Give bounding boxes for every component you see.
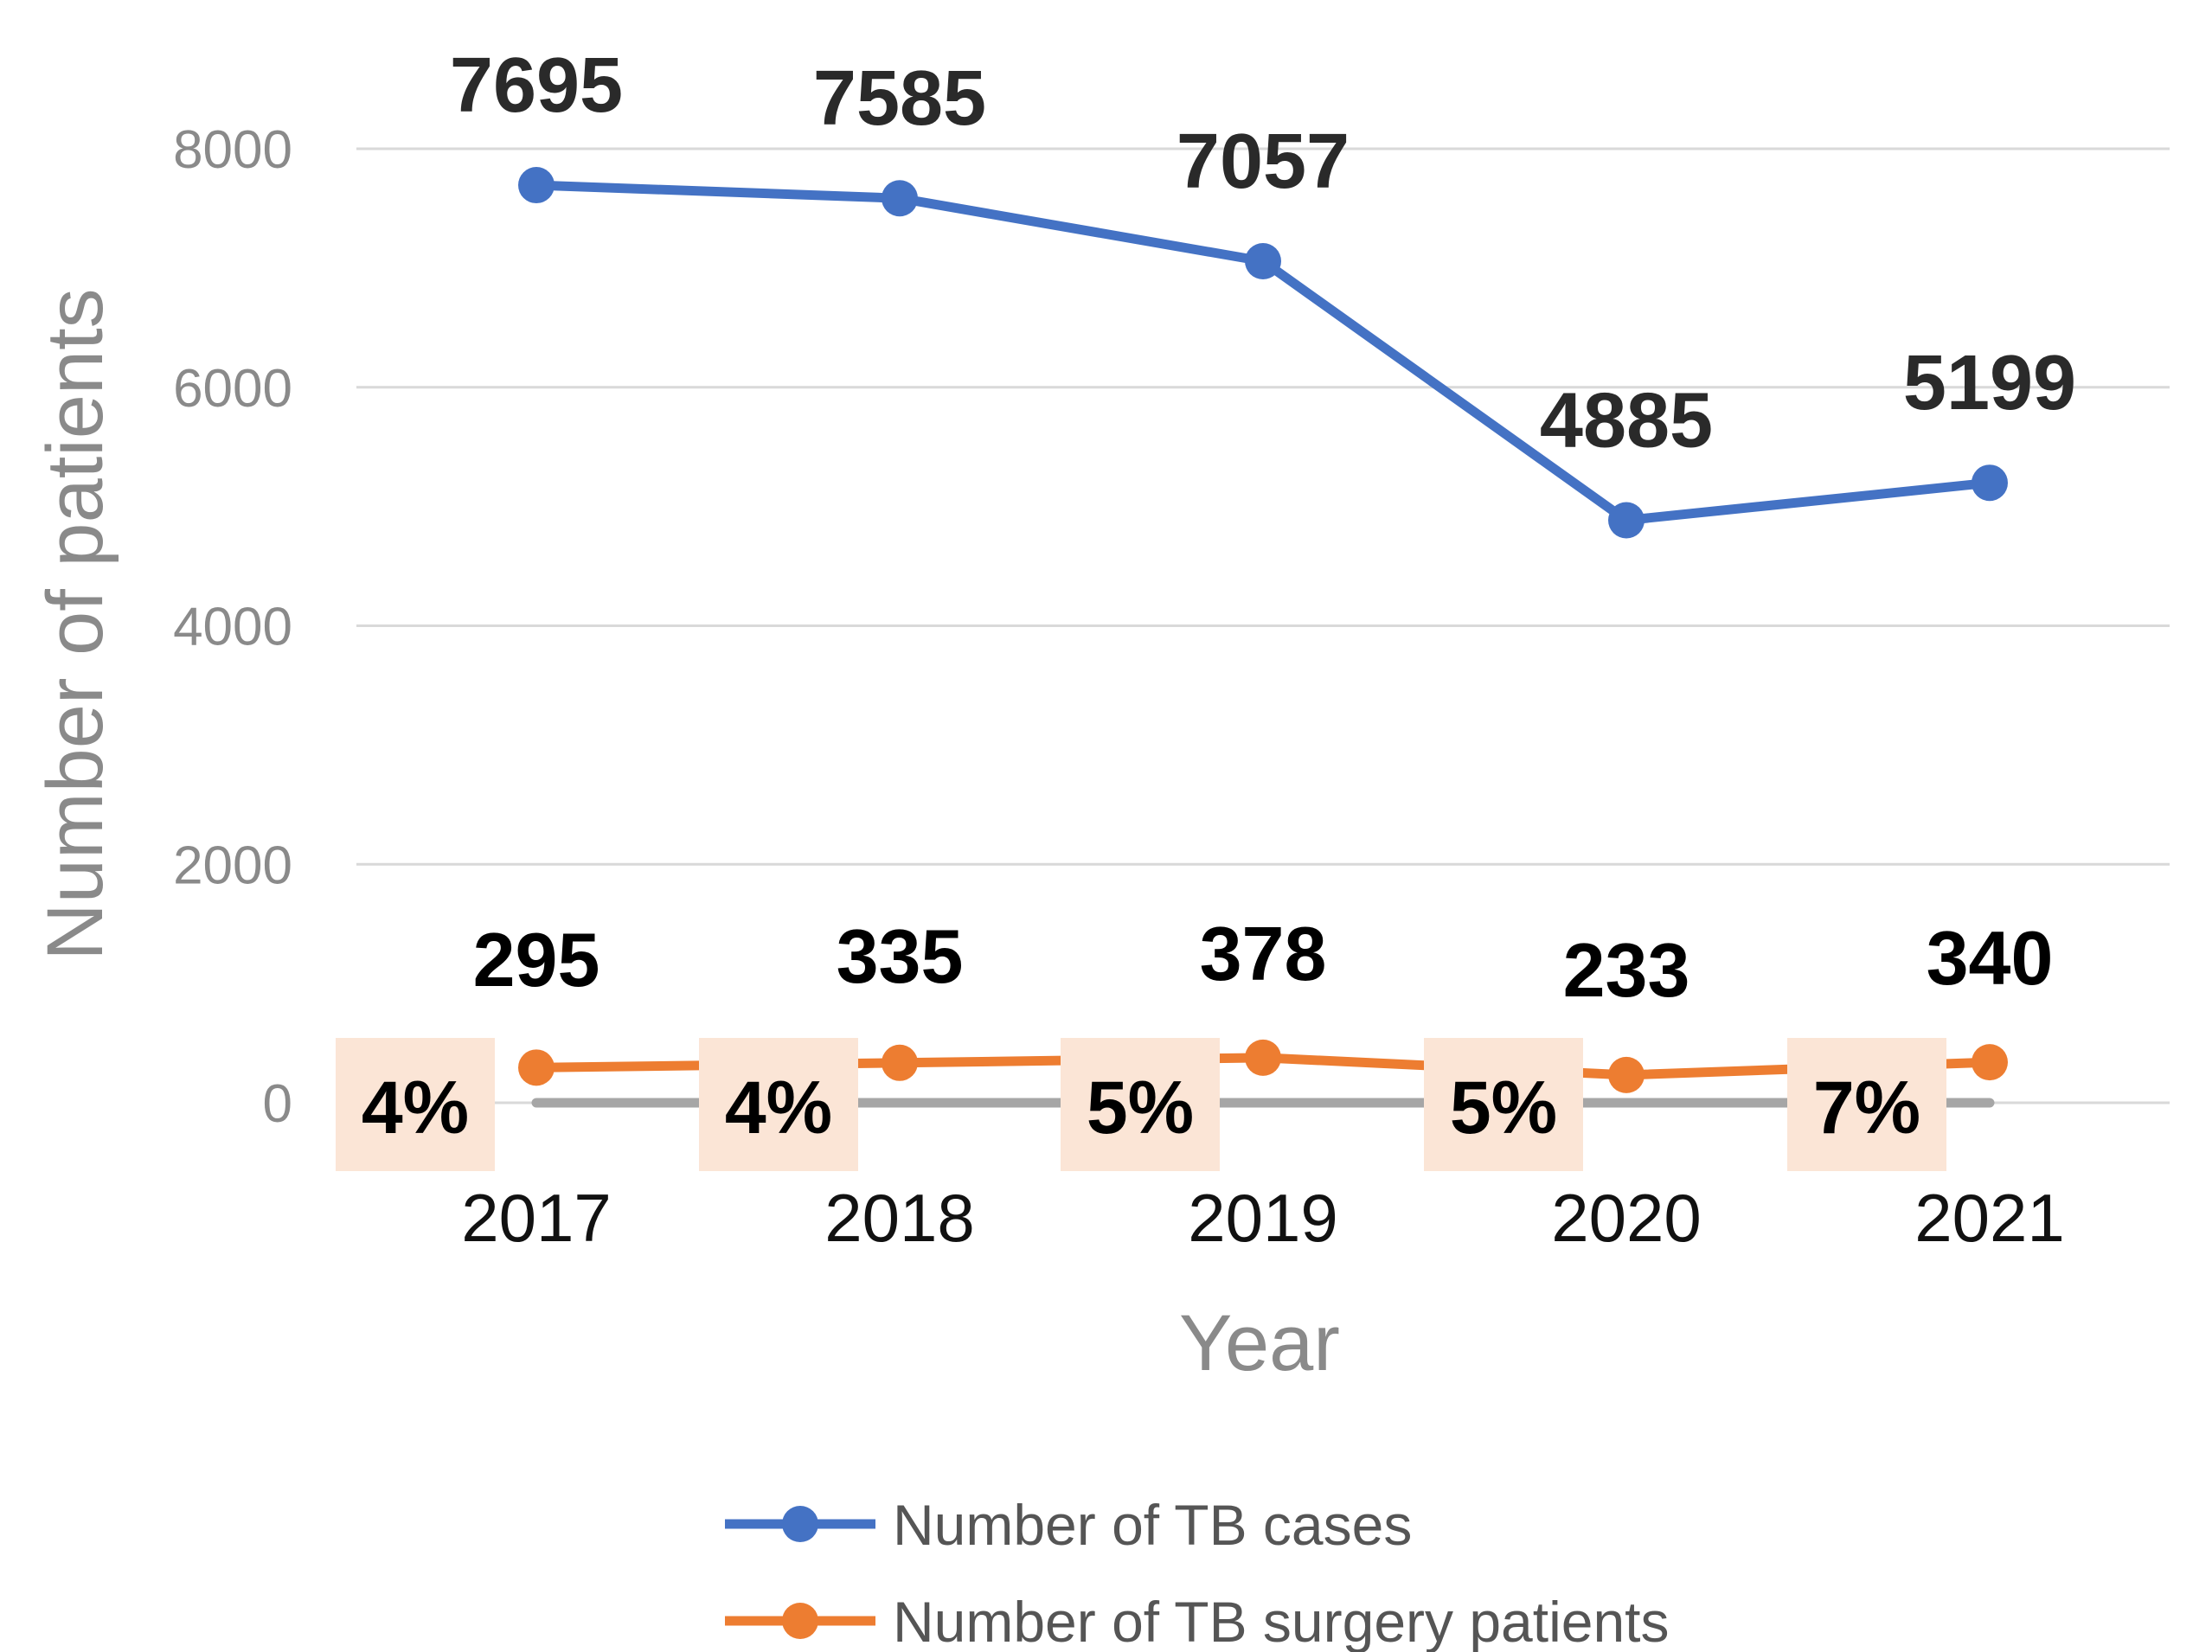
percent-box-2017 [336,1038,495,1171]
tb-cases-label-2019: 7057 [1177,118,1350,205]
x-tick-label-2019: 2019 [1188,1180,1338,1256]
y-tick-label-6000: 6000 [173,359,292,419]
percent-box-2019 [1061,1038,1220,1171]
y-axis-ticks: 8000 6000 4000 2000 0 [173,120,292,1134]
x-axis-title: Year [1179,1299,1340,1387]
y-tick-label-2000: 2000 [173,836,292,895]
legend-marker-tb-surgery [782,1603,818,1639]
x-tick-label-2017: 2017 [461,1180,612,1256]
tb-surgery-label-2021: 340 [1927,915,2054,1001]
tb-cases-point-2018 [882,180,918,217]
x-tick-label-2018: 2018 [824,1180,975,1256]
tb-cases-label-2020: 4885 [1540,377,1713,464]
tb-cases-label-2018: 7585 [813,55,986,142]
legend: Number of TB cases Number of TB surgery … [725,1493,1670,1652]
data-labels: 7695 7585 7057 4885 5199 295 335 378 233 340 [450,42,2076,1013]
tb-surgery-point-2020 [1608,1056,1645,1093]
y-tick-label-8000: 8000 [173,120,292,180]
tb-surgery-point-2021 [1972,1044,2008,1081]
tb-surgery-label-2017: 295 [473,917,600,1002]
legend-item-tb-surgery: Number of TB surgery patients [725,1590,1670,1652]
tb-surgery-label-2020: 233 [1563,927,1690,1013]
percent-label-2018: 4% [725,1066,832,1149]
percent-labels: 4% 4% 5% 5% 7% [336,1038,1946,1171]
x-axis-ticks: 2017 2018 2019 2020 2021 [461,1180,2065,1256]
series-line-tb-cases [535,180,1991,525]
tb-cases-label-2017: 7695 [450,42,623,129]
y-tick-label-4000: 4000 [173,598,292,657]
percent-box-2020 [1424,1038,1583,1171]
tb-surgery-point-2019 [1245,1039,1281,1076]
y-axis-title: Number of patients [31,288,119,960]
percent-box-2021 [1787,1038,1946,1171]
y-tick-label-0: 0 [263,1074,292,1134]
percent-label-2021: 7% [1813,1066,1920,1149]
tb-surgery-point-2018 [882,1044,918,1081]
tb-cases-label-2021: 5199 [1903,340,2076,426]
legend-label-tb-surgery: Number of TB surgery patients [893,1590,1670,1652]
percent-label-2017: 4% [362,1066,469,1149]
x-tick-label-2021: 2021 [1914,1180,2065,1256]
tb-cases-point-2019 [1245,243,1281,280]
tb-cases-point-2017 [518,167,555,204]
x-tick-label-2020: 2020 [1551,1180,1702,1256]
legend-item-tb-cases: Number of TB cases [725,1493,1412,1557]
legend-label-tb-cases: Number of TB cases [893,1493,1412,1557]
tb-cases-point-2020 [1608,502,1645,539]
percent-label-2019: 5% [1087,1066,1194,1149]
tb-surgery-point-2017 [518,1049,555,1086]
tb-cases-point-2021 [1972,464,2008,502]
percent-box-2018 [699,1038,858,1171]
legend-marker-tb-cases [782,1506,818,1542]
percent-label-2020: 5% [1450,1066,1557,1149]
tb-surgery-label-2019: 378 [1200,911,1327,996]
tb-surgery-label-2018: 335 [837,913,964,999]
